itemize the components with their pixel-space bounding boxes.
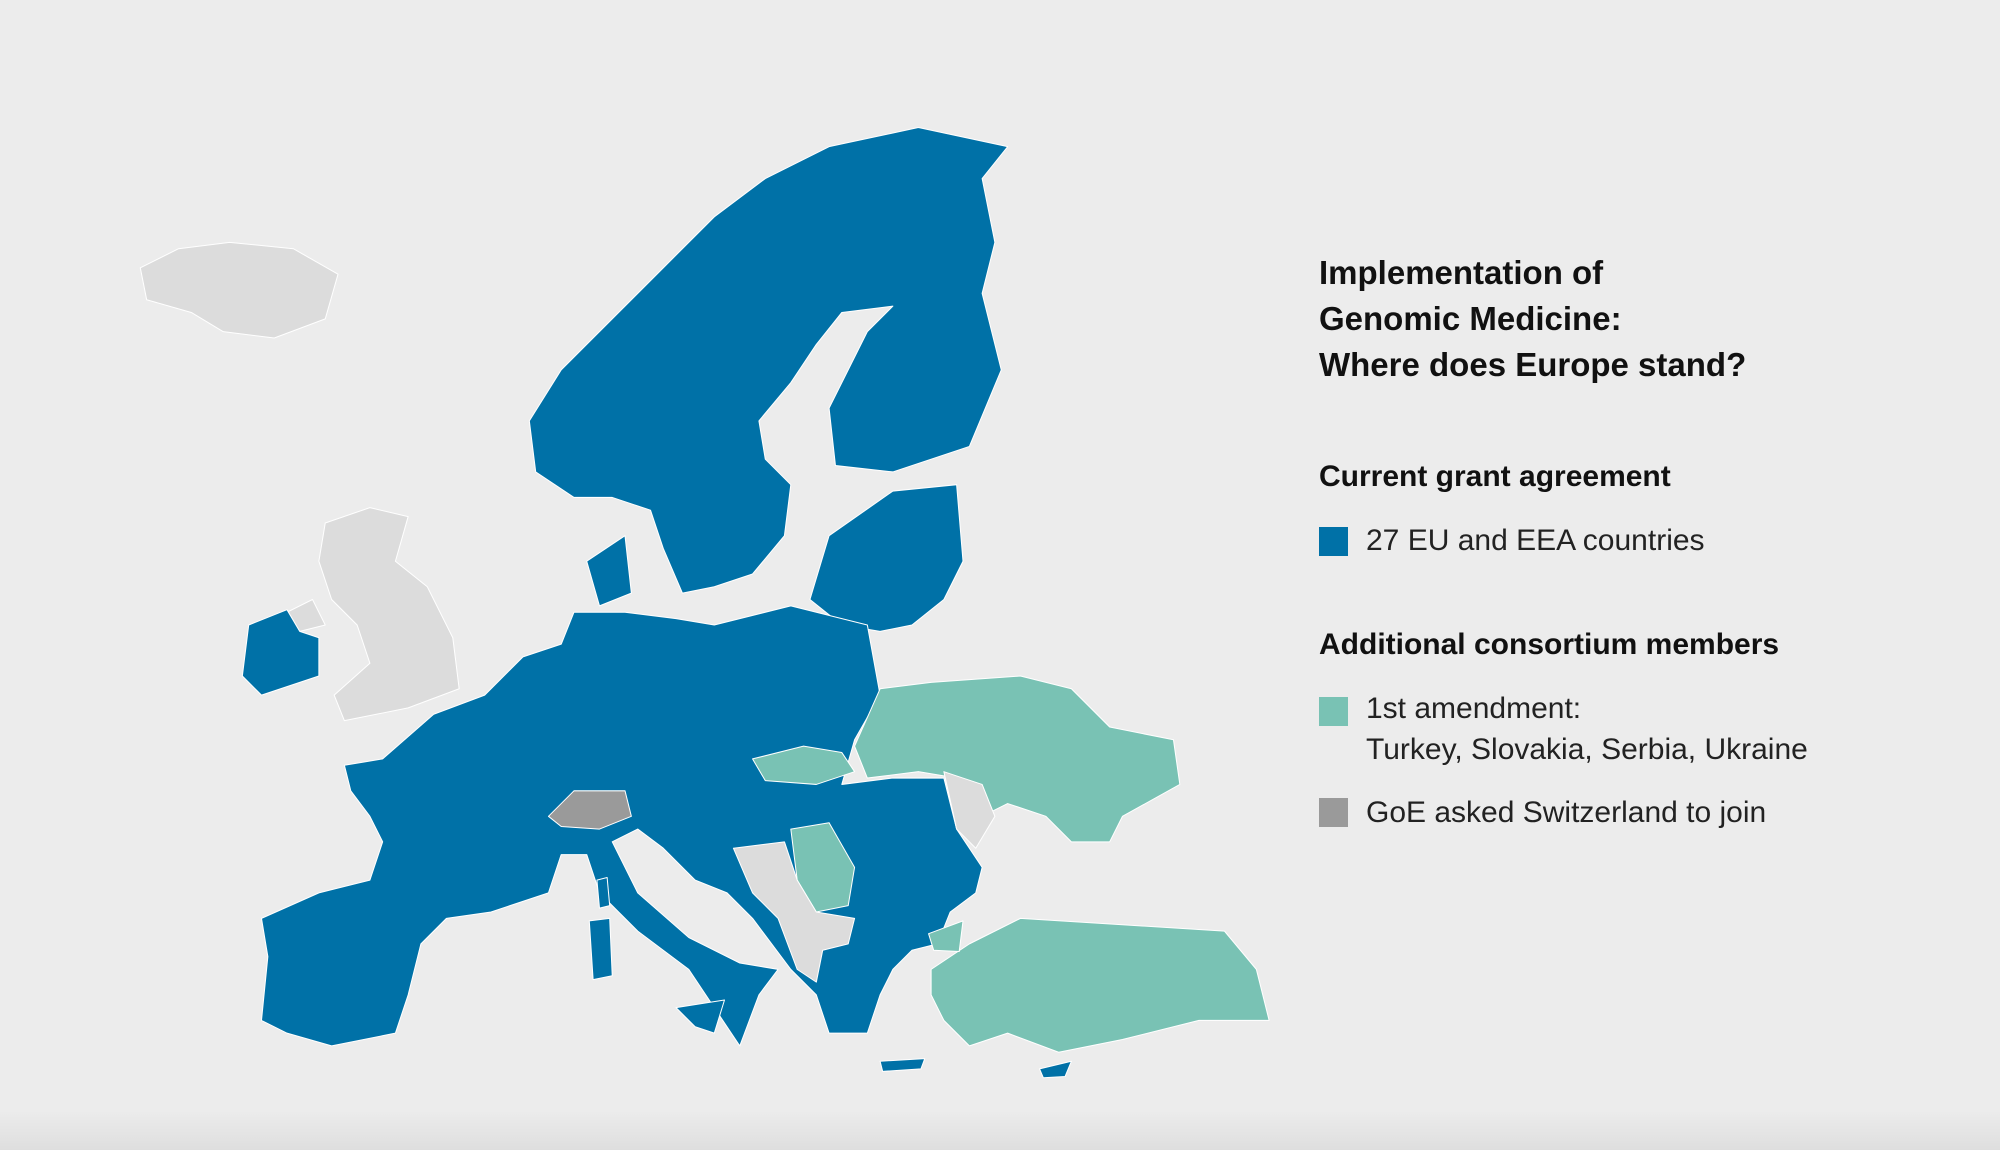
denmark: [586, 535, 632, 607]
legend-label: 1st amendment:: [1366, 692, 1582, 725]
legend-heading: Additional consortium members: [1319, 628, 1780, 661]
title: Implementation of: [1319, 254, 1604, 291]
turkey: [930, 917, 1270, 1053]
western-balkans: [732, 841, 856, 983]
ukraine: [854, 675, 1181, 843]
turkey-thrace: [928, 920, 964, 953]
slovakia: [752, 745, 856, 785]
legend-swatch: [1319, 527, 1348, 556]
legend-heading: Current grant agreement: [1319, 460, 1671, 493]
sardinia: [588, 917, 613, 981]
cyprus: [1039, 1060, 1072, 1079]
ireland: [241, 609, 320, 696]
scandinavia: [528, 127, 1009, 594]
legend-label: 27 EU and EEA countries: [1366, 524, 1705, 557]
sicily: [675, 999, 725, 1034]
title: Genomic Medicine:: [1319, 300, 1622, 337]
corsica: [596, 877, 611, 909]
united-kingdom: [318, 507, 460, 722]
title: Where does Europe stand?: [1319, 346, 1747, 383]
legend-label: GoE asked Switzerland to join: [1366, 796, 1767, 829]
moldova: [943, 771, 996, 849]
bottom-shadow: [0, 1110, 2000, 1150]
crete: [879, 1058, 926, 1072]
iceland: [139, 241, 339, 339]
legend-swatch: [1319, 697, 1348, 726]
legend-swatch: [1319, 798, 1348, 827]
baltics: [809, 484, 964, 632]
switzerland: [547, 790, 632, 830]
legend-detail: Turkey, Slovakia, Serbia, Ukraine: [1366, 733, 1808, 766]
legend: Implementation of Genomic Medicine: Wher…: [1319, 250, 1808, 829]
